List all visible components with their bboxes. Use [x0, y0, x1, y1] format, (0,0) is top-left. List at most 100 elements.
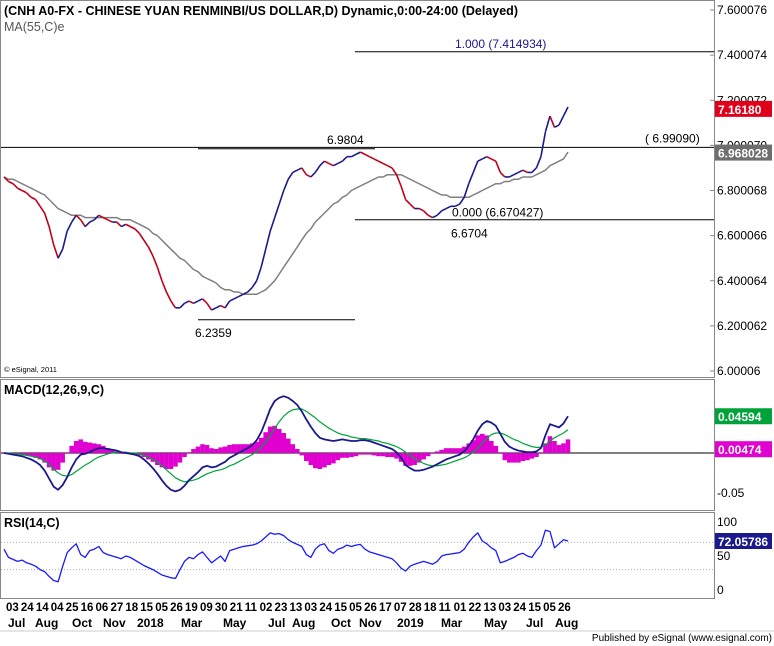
- x-day-label: 22: [469, 602, 482, 614]
- price-segment: [273, 203, 280, 218]
- price-segment: [477, 158, 483, 162]
- x-day-label: 24: [513, 602, 526, 614]
- macd-histogram-bar: [146, 453, 151, 460]
- x-month-label: Aug: [35, 616, 58, 630]
- price-segment: [387, 164, 393, 169]
- x-day-label: 11: [439, 602, 452, 614]
- x-month-label: Jul: [268, 616, 285, 630]
- x-day-label: 05: [155, 602, 168, 614]
- chart-title: (CNH A0-FX - CHINESE YUAN RENMINBI/US DO…: [4, 4, 518, 18]
- macd-hist-tag: 0.00474: [718, 443, 762, 457]
- macd-histogram-bar: [195, 446, 201, 453]
- annotation-label: ( 6.99090): [645, 131, 700, 145]
- price-segment: [432, 214, 438, 219]
- price-panel: [0, 0, 715, 378]
- macd-histogram-bar: [159, 453, 165, 468]
- price-segment: [269, 217, 276, 232]
- price-segment: [540, 131, 547, 157]
- price-tick-label: 6.00006: [717, 364, 761, 378]
- rsi-title: RSI(14,C): [4, 516, 60, 530]
- macd-histogram-bar: [525, 453, 530, 461]
- price-segment: [467, 172, 474, 185]
- price-segment: [319, 160, 325, 167]
- price-segment: [107, 219, 113, 223]
- macd-histogram-bar: [367, 453, 372, 455]
- annotation-label: 6.2359: [195, 326, 232, 340]
- price-segment: [156, 266, 163, 282]
- macd-value-tag-box: [715, 408, 772, 425]
- annotation-label: 0.000 (6.670427): [452, 206, 543, 220]
- price-segment: [61, 230, 68, 250]
- x-day-label: 26: [170, 602, 183, 614]
- ma-label: MA(55,C)e: [4, 20, 64, 34]
- price-segment: [21, 189, 27, 194]
- price-segment: [382, 162, 388, 167]
- macd-histogram-bar: [249, 443, 255, 453]
- x-month-label: Mar: [441, 616, 463, 630]
- macd-histogram-bar: [24, 453, 29, 456]
- rsi-tick-label: 100: [717, 515, 737, 529]
- price-segment: [71, 214, 77, 223]
- x-month-label: Oct: [72, 616, 92, 630]
- price-segment: [423, 210, 429, 216]
- price-segment: [57, 248, 64, 259]
- price-segment: [161, 280, 168, 293]
- macd-histogram-bar: [516, 453, 521, 463]
- macd-histogram-bar: [448, 448, 453, 453]
- footer-credit: Published by eSignal (www.esignal.com): [592, 633, 772, 644]
- x-day-label: 24: [319, 602, 332, 614]
- macd-histogram-bar: [213, 449, 219, 453]
- macd-histogram-bar: [164, 453, 169, 469]
- price-segment: [400, 185, 407, 200]
- macd-panel: [0, 379, 715, 511]
- macd-histogram-bar: [276, 429, 282, 453]
- macd-histogram-bar: [561, 443, 566, 453]
- annotation-label: 6.9804: [327, 133, 364, 147]
- x-month-label: May: [484, 616, 508, 630]
- price-segment: [283, 178, 289, 191]
- macd-histogram-bar: [353, 453, 359, 457]
- macd-histogram-bar: [304, 453, 309, 461]
- price-segment: [229, 298, 235, 302]
- price-segment: [373, 158, 379, 162]
- x-month-label: Oct: [331, 616, 351, 630]
- price-segment: [323, 160, 330, 165]
- macd-histogram-bar: [488, 441, 494, 453]
- price-segment: [278, 190, 285, 205]
- price-segment: [454, 203, 461, 208]
- macd-histogram-bar: [507, 453, 512, 463]
- price-segment: [328, 162, 334, 167]
- price-segment: [405, 198, 411, 205]
- macd-signal-line: [4, 408, 569, 483]
- price-segment: [427, 214, 433, 219]
- macd-histogram-bar: [64, 453, 70, 454]
- macd-histogram-bar: [425, 453, 431, 457]
- price-segment: [445, 205, 452, 210]
- price-segment: [264, 230, 271, 250]
- macd-histogram-bar: [46, 453, 52, 468]
- price-segment: [463, 183, 470, 198]
- price-segment: [296, 167, 303, 171]
- macd-histogram-bar: [91, 443, 97, 453]
- macd-histogram-bar: [470, 440, 476, 453]
- macd-histogram-bar: [520, 453, 526, 461]
- macd-histogram-bar: [227, 445, 232, 453]
- macd-hist-tag-box: [715, 441, 772, 458]
- macd-histogram-bar: [109, 449, 115, 453]
- price-segment: [251, 280, 258, 288]
- x-month-label: Aug: [292, 616, 315, 630]
- price-segment: [17, 187, 23, 192]
- rsi-tick-label: 0: [717, 583, 724, 597]
- macd-histogram-bar: [543, 443, 548, 453]
- price-segment: [508, 173, 515, 178]
- price-segment: [535, 156, 542, 169]
- price-segment: [143, 239, 150, 248]
- macd-histogram-bar: [371, 453, 377, 456]
- macd-histogram-bar: [313, 453, 318, 469]
- x-month-label: 2019: [397, 616, 424, 630]
- macd-histogram-bar: [421, 453, 426, 460]
- x-day-label: 04: [51, 602, 64, 614]
- x-day-label: 07: [394, 602, 407, 614]
- macd-tick-label: -0.05: [717, 486, 745, 500]
- price-segment: [441, 207, 447, 212]
